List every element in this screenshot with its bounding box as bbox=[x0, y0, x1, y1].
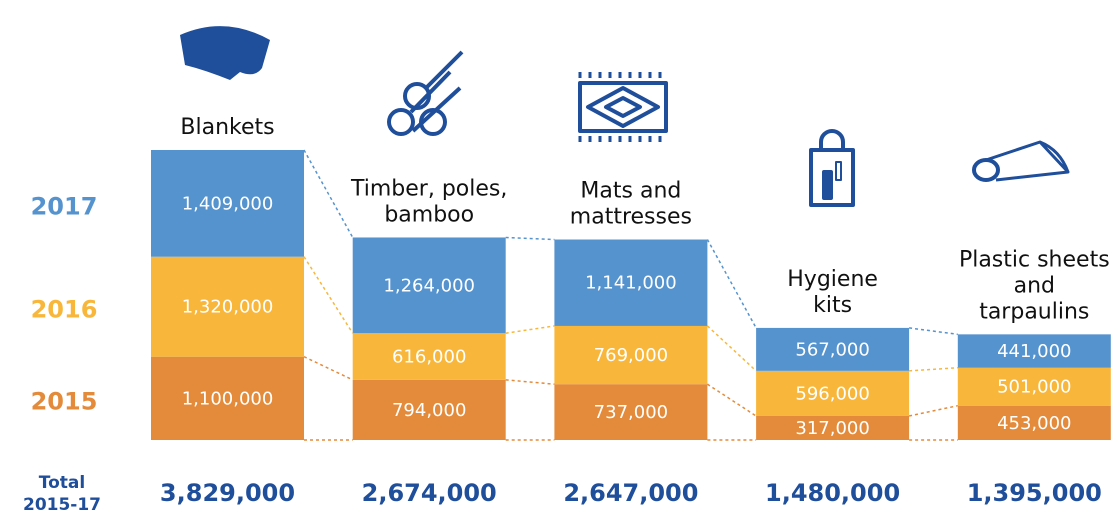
bar-segment bbox=[151, 150, 304, 257]
bar-segment bbox=[352, 237, 506, 334]
category-label: Mats and bbox=[580, 179, 681, 204]
bar-segment bbox=[151, 256, 304, 357]
value-label: 567,000 bbox=[795, 339, 869, 360]
bar-segment bbox=[756, 327, 910, 371]
blanket-icon bbox=[180, 26, 270, 80]
bar-segment bbox=[756, 415, 910, 440]
bar-segment bbox=[554, 384, 708, 440]
value-label: 1,320,000 bbox=[182, 297, 274, 318]
total-value: 1,395,000 bbox=[967, 479, 1102, 507]
value-label: 1,264,000 bbox=[383, 275, 475, 296]
year-label: 2017 bbox=[31, 192, 98, 220]
connector bbox=[303, 256, 354, 334]
total-value: 2,647,000 bbox=[563, 479, 698, 507]
bar-segment bbox=[554, 325, 708, 385]
value-label: 596,000 bbox=[795, 383, 869, 404]
total-title: 2015-17 bbox=[23, 495, 101, 515]
value-label: 616,000 bbox=[392, 347, 466, 368]
total-value: 1,480,000 bbox=[765, 479, 900, 507]
bar-segment bbox=[554, 239, 708, 326]
value-label: 441,000 bbox=[997, 341, 1071, 362]
value-label: 737,000 bbox=[594, 402, 668, 423]
bar-segment bbox=[957, 334, 1111, 368]
category-label: Plastic sheets bbox=[959, 247, 1110, 272]
value-label: 769,000 bbox=[594, 345, 668, 366]
category-label: mattresses bbox=[570, 205, 692, 230]
connector bbox=[909, 327, 958, 336]
connector bbox=[505, 379, 555, 385]
value-label: 1,409,000 bbox=[182, 193, 274, 214]
total-value: 2,674,000 bbox=[362, 479, 497, 507]
bar-segment bbox=[957, 405, 1111, 440]
connector bbox=[706, 325, 757, 372]
total-title: Total bbox=[39, 473, 85, 493]
category-label: and bbox=[1014, 273, 1055, 298]
connector bbox=[706, 239, 757, 329]
total-value: 3,829,000 bbox=[160, 479, 295, 507]
sheet-icon bbox=[972, 140, 1070, 182]
mat-icon bbox=[578, 72, 668, 142]
connector bbox=[303, 356, 354, 381]
timber-icon bbox=[387, 50, 464, 136]
value-label: 453,000 bbox=[997, 413, 1071, 434]
connector bbox=[908, 404, 958, 417]
hygiene-icon bbox=[809, 129, 855, 207]
category-label: bamboo bbox=[384, 202, 474, 227]
value-label: 794,000 bbox=[392, 400, 466, 421]
category-label: Blankets bbox=[180, 115, 274, 140]
value-label: 1,141,000 bbox=[585, 273, 677, 294]
bar-segment bbox=[756, 370, 910, 416]
bar-segment bbox=[151, 356, 304, 440]
connector bbox=[706, 383, 757, 417]
value-label: 317,000 bbox=[795, 418, 869, 439]
connector bbox=[909, 366, 958, 372]
connector bbox=[505, 236, 555, 241]
connector bbox=[303, 149, 354, 238]
bar-segment bbox=[352, 379, 506, 440]
bar-segment bbox=[957, 367, 1111, 406]
bar-segment bbox=[352, 333, 506, 380]
category-label: Timber, poles, bbox=[350, 176, 507, 201]
value-label: 501,000 bbox=[997, 377, 1071, 398]
connector bbox=[505, 325, 555, 334]
value-label: 1,100,000 bbox=[182, 388, 274, 409]
year-label: 2015 bbox=[31, 387, 98, 415]
category-label: kits bbox=[813, 293, 852, 318]
year-label: 2016 bbox=[31, 296, 98, 324]
category-label: Hygiene bbox=[787, 267, 878, 292]
category-label: tarpaulins bbox=[979, 299, 1089, 324]
